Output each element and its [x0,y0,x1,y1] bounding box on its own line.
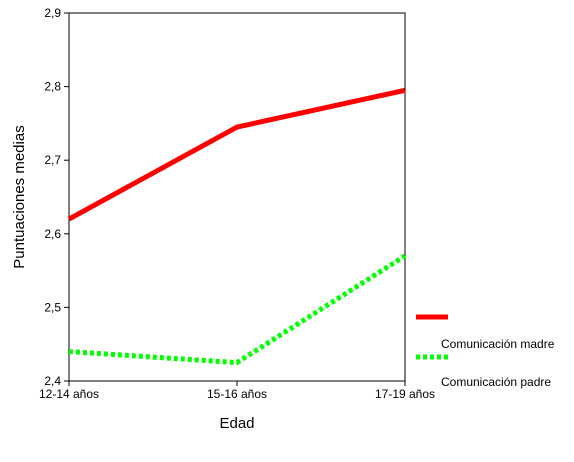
series-line-madre [69,90,405,219]
y-axis-title: Puntuaciones medias [11,125,28,268]
plot-frame [69,13,405,381]
series-line-padre [69,256,405,363]
x-axis: 12-14 años 15-16 años 17-19 años [39,381,435,401]
y-tick-label: 2,5 [44,300,61,314]
x-tick-label: 15-16 años [207,387,267,401]
series-layer [69,90,405,362]
legend: Comunicación madre Comunicación padre [416,317,555,389]
y-tick-label: 2,4 [44,374,61,388]
legend-label: Comunicación madre [441,337,555,351]
y-tick-label: 2,8 [44,80,61,94]
y-tick-label: 2,7 [44,153,61,167]
legend-label: Comunicación padre [441,375,551,389]
x-axis-title: Edad [219,415,254,432]
y-tick-label: 2,9 [44,6,61,20]
x-tick-label: 12-14 años [39,387,99,401]
x-tick-label: 17-19 años [375,387,435,401]
y-tick-label: 2,6 [44,227,61,241]
y-axis: 2,4 2,5 2,6 2,7 2,8 2,9 [44,6,69,388]
